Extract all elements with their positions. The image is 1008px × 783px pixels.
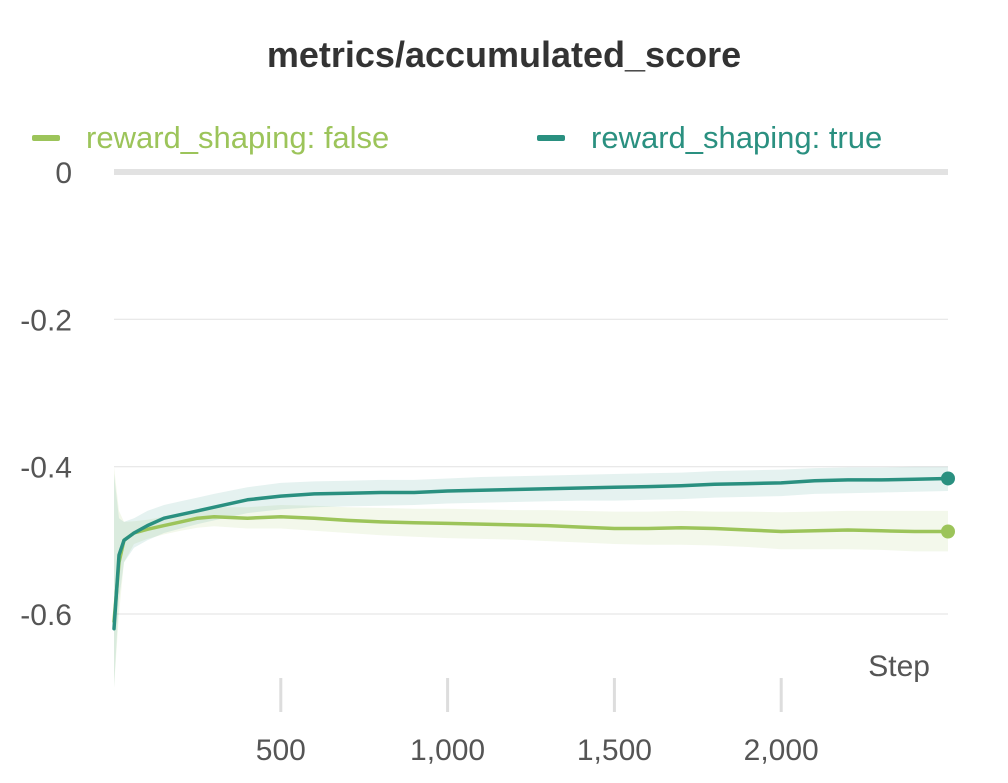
- legend-swatch-true: [537, 135, 565, 141]
- end-point-true: [941, 471, 955, 486]
- series-line-true: [112, 476, 950, 631]
- legend-label-false: reward_shaping: false: [86, 120, 390, 155]
- x-tick-label: 2,000: [744, 734, 819, 767]
- y-tick-label: -0.4: [20, 452, 72, 485]
- grid-lines: [114, 169, 948, 615]
- chart-title: metrics/accumulated_score: [266, 34, 742, 75]
- band-true: [114, 466, 948, 688]
- y-tick-label: 0: [55, 157, 72, 190]
- confidence-bands: [114, 466, 948, 688]
- series-line-false: [112, 515, 950, 624]
- legend-swatch-false: [32, 135, 60, 141]
- legend-item-true[interactable]: reward_shaping: true: [537, 118, 882, 158]
- end-point-false: [941, 524, 955, 539]
- x-tick-label: 1,000: [410, 734, 485, 767]
- legend-item-false[interactable]: reward_shaping: false: [32, 118, 389, 158]
- axis-ticks: 0 -0.2 -0.4 -0.6 500 1,000 1,500 2,000: [20, 157, 818, 767]
- series-lines: [112, 471, 955, 631]
- x-axis-label: Step: [868, 650, 930, 683]
- x-tick-label: 1,500: [577, 734, 652, 767]
- y-tick-label: -0.2: [20, 304, 72, 337]
- legend-label-true: reward_shaping: true: [591, 120, 883, 155]
- x-tick-label: 500: [256, 734, 306, 767]
- y-tick-label: -0.6: [20, 599, 72, 632]
- band-false: [114, 466, 948, 688]
